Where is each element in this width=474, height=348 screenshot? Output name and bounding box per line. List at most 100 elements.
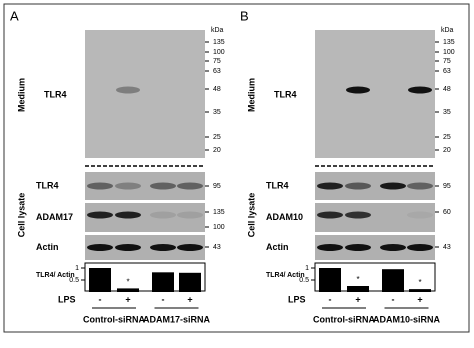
- marker-label: 25: [213, 134, 221, 141]
- marker-label: 95: [443, 183, 451, 190]
- band: [177, 182, 203, 190]
- quant-tick-label: 1: [75, 265, 79, 272]
- band: [115, 182, 141, 190]
- band: [380, 244, 406, 251]
- quant-tick-label: 0.5: [69, 277, 79, 284]
- frame: [3, 3, 470, 333]
- quant-bar: [409, 289, 431, 292]
- significance: *: [356, 275, 359, 284]
- marker-label: 20: [443, 147, 451, 154]
- band: [317, 211, 343, 219]
- quant-bar: [89, 268, 111, 292]
- marker-label: 43: [213, 244, 221, 251]
- lysate-row-label: ADAM17: [36, 212, 73, 222]
- quant-bar: [117, 288, 139, 292]
- band: [345, 244, 371, 251]
- lysate-row-label: TLR4: [36, 180, 59, 190]
- band: [408, 86, 432, 94]
- band: [115, 211, 141, 219]
- lps-sign: -: [99, 294, 102, 304]
- marker-label: 25: [443, 134, 451, 141]
- band: [380, 182, 406, 190]
- marker-label: 48: [213, 86, 221, 93]
- marker-label: 75: [443, 58, 451, 65]
- band: [317, 244, 343, 251]
- band: [87, 211, 113, 219]
- quant-bar: [347, 286, 369, 292]
- marker-label: 20: [213, 147, 221, 154]
- marker-label: 95: [213, 183, 221, 190]
- band: [115, 244, 141, 251]
- lps-sign: -: [162, 294, 165, 304]
- lysate-row-label: Actin: [266, 242, 289, 252]
- band: [177, 244, 203, 251]
- group-label: Control-siRNA: [83, 314, 145, 324]
- band: [150, 244, 176, 251]
- quant-bar: [382, 269, 404, 292]
- lysate-row-label: Actin: [36, 242, 59, 252]
- marker-label: 100: [443, 49, 455, 56]
- medium-blot-label: TLR4: [44, 89, 67, 99]
- band: [317, 182, 343, 190]
- significance: *: [418, 278, 421, 287]
- medium-blot: [315, 30, 435, 158]
- lps-sign: +: [355, 294, 360, 304]
- cell-lysate-label: Cell lysate: [246, 193, 256, 238]
- panel-label: B: [240, 8, 249, 23]
- band: [87, 244, 113, 251]
- lps-label: LPS: [288, 294, 306, 304]
- kda-label: kDa: [441, 27, 454, 34]
- band: [116, 86, 140, 94]
- lps-sign: -: [329, 294, 332, 304]
- quant-tick-label: 0.5: [299, 277, 309, 284]
- band: [150, 211, 176, 219]
- marker-label: 48: [443, 86, 451, 93]
- marker-label: 100: [213, 224, 225, 231]
- marker-label: 100: [213, 49, 225, 56]
- marker-label: 135: [213, 209, 225, 216]
- lysate-row-label: ADAM10: [266, 212, 303, 222]
- medium-label: Medium: [16, 78, 26, 112]
- marker-label: 135: [443, 39, 455, 46]
- band: [407, 244, 433, 251]
- marker-label: 135: [213, 39, 225, 46]
- marker-label: 35: [443, 109, 451, 116]
- lps-label: LPS: [58, 294, 76, 304]
- band: [407, 211, 433, 219]
- lps-sign: +: [417, 294, 422, 304]
- marker-label: 63: [213, 68, 221, 75]
- lysate-row-label: TLR4: [266, 180, 289, 190]
- band: [87, 182, 113, 190]
- quant-bar: [179, 272, 201, 292]
- marker-label: 63: [443, 68, 451, 75]
- marker-label: 35: [213, 109, 221, 116]
- quant-ylabel: TLR4/ Actin: [266, 272, 305, 279]
- marker-label: 60: [443, 209, 451, 216]
- medium-blot-label: TLR4: [274, 89, 297, 99]
- band: [346, 86, 370, 94]
- quant-bar: [319, 268, 341, 292]
- band: [345, 211, 371, 219]
- quant-bar: [152, 272, 174, 292]
- band: [177, 211, 203, 219]
- lps-sign: +: [125, 294, 130, 304]
- marker-label: 43: [443, 244, 451, 251]
- lps-sign: -: [392, 294, 395, 304]
- band: [407, 182, 433, 190]
- kda-label: kDa: [211, 27, 224, 34]
- group-label: ADAM10-siRNA: [373, 314, 441, 324]
- cell-lysate-label: Cell lysate: [16, 193, 26, 238]
- medium-blot: [85, 30, 205, 158]
- lps-sign: +: [187, 294, 192, 304]
- panel-label: A: [10, 8, 19, 23]
- band: [150, 182, 176, 190]
- group-label: ADAM17-siRNA: [143, 314, 211, 324]
- significance: *: [126, 278, 129, 287]
- group-label: Control-siRNA: [313, 314, 375, 324]
- band: [345, 182, 371, 190]
- marker-label: 75: [213, 58, 221, 65]
- quant-ylabel: TLR4/ Actin: [36, 272, 75, 279]
- medium-label: Medium: [246, 78, 256, 112]
- quant-tick-label: 1: [305, 265, 309, 272]
